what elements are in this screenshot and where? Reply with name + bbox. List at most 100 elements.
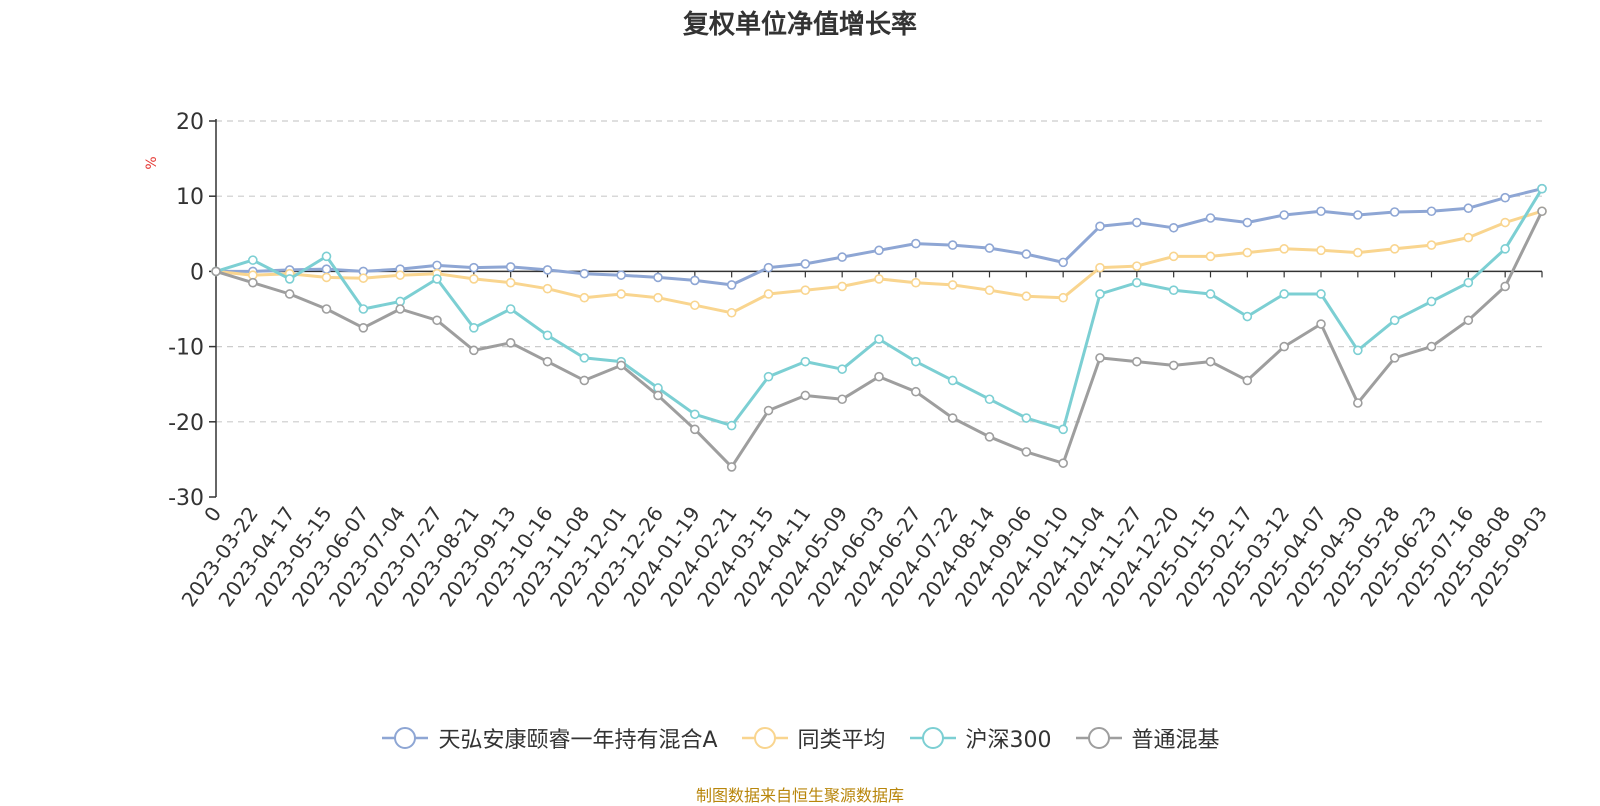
series-line: [214, 209, 1544, 315]
data-point: [616, 289, 626, 299]
data-point: [874, 334, 884, 344]
data-point: [690, 300, 700, 311]
data-point: [947, 375, 958, 386]
data-point: [395, 304, 405, 314]
data-point: [1132, 356, 1142, 367]
data-point: [984, 243, 995, 253]
data-point: [358, 322, 369, 333]
data-point: [284, 289, 295, 299]
y-tick-label: 10: [176, 185, 204, 210]
data-point: [505, 304, 516, 314]
data-point: [1426, 206, 1437, 217]
data-point: [469, 262, 479, 273]
y-tick-label: 20: [176, 110, 204, 135]
data-point: [1168, 222, 1179, 233]
data-point: [321, 264, 332, 274]
data-point: [248, 255, 258, 265]
series-layer: [211, 183, 1547, 472]
data-point: [653, 272, 663, 283]
data-point: [726, 462, 737, 472]
data-point: [726, 420, 737, 431]
legend-marker: [741, 727, 788, 749]
data-point: [542, 265, 553, 275]
data-point: [690, 409, 700, 420]
data-point: [211, 266, 221, 277]
data-point: [1463, 232, 1474, 243]
data-point: [542, 283, 553, 294]
data-point: [579, 292, 590, 303]
data-point: [984, 432, 995, 442]
legend-item[interactable]: 天弘安康颐睿一年持有混合A: [380, 722, 718, 754]
data-point: [1463, 315, 1474, 326]
legend-marker: [382, 727, 429, 749]
data-source-note: 制图数据来自恒生聚源数据库: [695, 786, 904, 805]
data-point: [248, 277, 258, 288]
data-point: [1316, 245, 1326, 256]
legend-label: 沪深300: [965, 728, 1052, 753]
data-point: [726, 280, 737, 290]
data-point: [579, 353, 590, 363]
data-point: [690, 424, 700, 435]
data-point: [653, 292, 663, 303]
data-point: [800, 356, 811, 367]
data-point: [1316, 289, 1326, 299]
data-point: [800, 259, 811, 269]
data-point: [837, 364, 847, 374]
data-point: [284, 274, 295, 284]
legend-marker: [909, 727, 956, 749]
data-point: [1095, 289, 1105, 299]
data-point: [1500, 217, 1510, 228]
data-point: [1021, 291, 1032, 302]
legend-item[interactable]: 沪深300: [908, 722, 1052, 754]
data-point: [505, 262, 516, 272]
data-point: [1426, 341, 1437, 352]
data-point: [1426, 240, 1437, 250]
data-point: [616, 270, 626, 280]
series-line: [214, 187, 1544, 431]
data-point: [1021, 249, 1032, 259]
data-point: [616, 360, 626, 371]
data-point: [800, 285, 811, 296]
legend-label: 天弘安康颐睿一年持有混合A: [438, 728, 718, 753]
data-point: [984, 394, 995, 405]
data-point: [1095, 221, 1105, 232]
data-point: [1353, 345, 1363, 356]
y-tick-label: -30: [168, 486, 204, 511]
data-point: [1168, 285, 1179, 296]
legend-label: 普通混基: [1131, 728, 1220, 753]
data-point: [1242, 247, 1253, 258]
y-axis-label: %: [144, 156, 160, 169]
data-point: [1353, 210, 1363, 220]
data-point: [874, 371, 884, 382]
legend-marker: [1075, 727, 1122, 749]
data-point: [1389, 207, 1400, 217]
data-point: [1353, 398, 1363, 408]
data-point: [1537, 183, 1547, 194]
data-point: [1058, 424, 1068, 435]
data-point: [1389, 315, 1400, 326]
data-point: [1353, 247, 1363, 258]
data-point: [1021, 413, 1032, 423]
data-point: [1389, 353, 1400, 363]
data-point: [690, 275, 700, 286]
data-point: [837, 281, 847, 292]
data-point: [1463, 203, 1474, 214]
legend-item[interactable]: 同类平均: [740, 722, 886, 754]
x-tick-label: 0: [199, 502, 226, 526]
data-point: [321, 272, 332, 283]
data-point: [469, 322, 479, 333]
data-point: [579, 268, 590, 279]
data-point: [1095, 353, 1105, 363]
data-point: [1389, 244, 1400, 254]
data-point: [321, 304, 332, 314]
legend-item[interactable]: 普通混基: [1074, 722, 1220, 754]
data-point: [1168, 360, 1179, 371]
data-point: [1058, 292, 1068, 303]
data-point: [469, 345, 479, 356]
data-point: [1168, 251, 1179, 262]
data-point: [395, 270, 405, 280]
data-point: [874, 245, 884, 256]
data-point: [579, 375, 590, 386]
data-point: [947, 413, 958, 423]
